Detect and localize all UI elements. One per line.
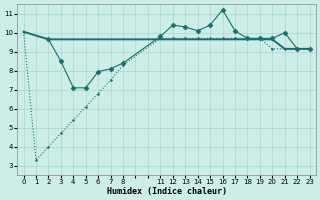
X-axis label: Humidex (Indice chaleur): Humidex (Indice chaleur)	[107, 187, 227, 196]
